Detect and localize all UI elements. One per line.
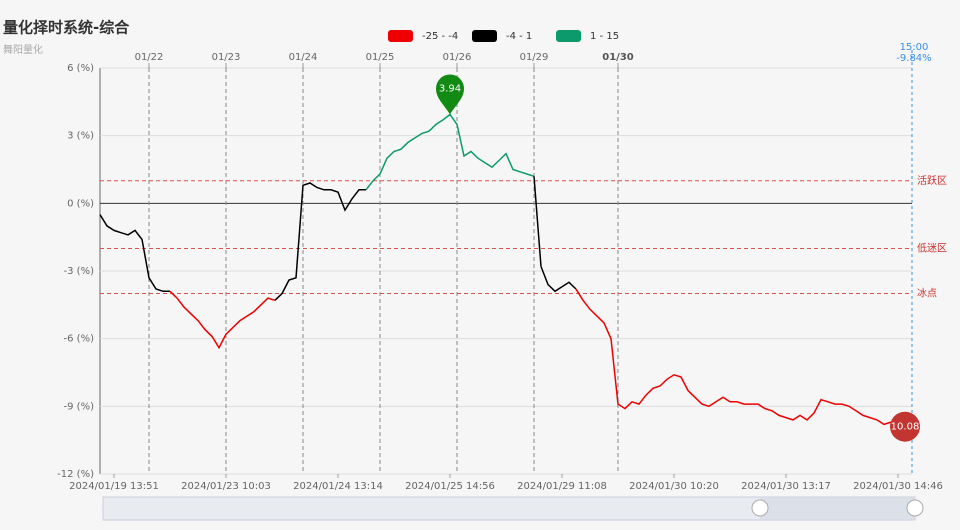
mark-point (436, 74, 464, 115)
top-tick-label: 01/25 (366, 52, 395, 63)
legend-label: -25 - -4 (422, 31, 458, 42)
line-series (99, 214, 170, 293)
chart-title: 量化择时系统-综合 (3, 19, 130, 37)
y-tick-label: 6 (%) (67, 63, 94, 74)
top-tick-label: 01/26 (443, 52, 472, 63)
line-series (582, 299, 913, 432)
top-tick-label: 01/23 (212, 52, 241, 63)
legend-swatch (388, 30, 413, 42)
top-tick-label: 01/30 (602, 52, 634, 63)
y-tick-label: -9 (%) (64, 401, 95, 412)
x-tick-label: 2024/01/30 13:17 (741, 481, 831, 492)
x-tick-label: 2024/01/19 13:51 (69, 481, 159, 492)
chart-subtitle: 舞阳量化 (3, 43, 43, 56)
x-tick-label: 2024/01/30 10:20 (629, 481, 719, 492)
top-tick-label: 01/24 (289, 52, 318, 63)
mark-line-label: 活跃区 (917, 175, 947, 187)
line-connector (365, 180, 374, 191)
x-tick-label: 2024/01/29 11:08 (517, 481, 607, 492)
mark-line-label: 冰点 (917, 287, 937, 300)
zoom-window[interactable] (760, 497, 915, 520)
legend-swatch (472, 30, 497, 42)
line-connector (575, 288, 584, 301)
line-connector (169, 290, 178, 299)
zoom-handle[interactable] (906, 499, 924, 517)
legend-label: 1 - 15 (590, 31, 619, 42)
mark-point-label: 10.08 (891, 422, 920, 433)
y-tick-label: -3 (%) (64, 266, 95, 277)
x-tick-label: 2024/01/23 10:03 (181, 481, 271, 492)
zoom-handle[interactable] (751, 499, 769, 517)
x-tick-label: 2024/01/24 13:14 (293, 481, 383, 492)
line-series (372, 113, 535, 182)
mark-point (890, 411, 920, 442)
line-series (176, 297, 276, 350)
y-tick-label: -6 (%) (64, 334, 95, 345)
cursor-value: -9.84% (896, 53, 931, 64)
top-tick-label: 01/22 (135, 52, 164, 63)
y-tick-label: 0 (%) (67, 198, 94, 209)
x-tick-label: 2024/01/30 14:46 (853, 481, 943, 492)
line-connector (533, 176, 542, 267)
top-tick-label: 01/29 (520, 52, 549, 63)
line-series (540, 266, 577, 293)
line-connector (274, 293, 283, 301)
y-tick-label: -12 (%) (57, 469, 94, 480)
mark-point-label: 3.94 (439, 83, 461, 94)
y-tick-label: 3 (%) (67, 131, 94, 142)
x-tick-label: 2024/01/25 14:56 (405, 481, 495, 492)
line-series (281, 182, 366, 294)
cursor-time: 15:00 (900, 42, 929, 53)
mark-line-label: 低迷区 (917, 241, 947, 254)
legend-label: -4 - 1 (506, 31, 532, 42)
legend-swatch (556, 30, 581, 42)
